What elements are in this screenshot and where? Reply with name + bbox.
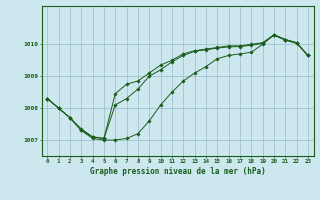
X-axis label: Graphe pression niveau de la mer (hPa): Graphe pression niveau de la mer (hPa) xyxy=(90,167,266,176)
